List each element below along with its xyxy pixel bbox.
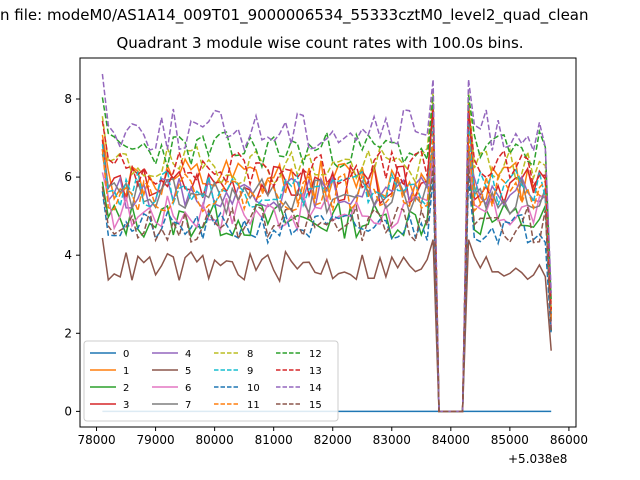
x-tick-label: 83000 (373, 433, 411, 447)
y-axis-ticks: 0 2 4 6 8 (64, 92, 80, 418)
x-axis-offset-label: +5.038e8 (508, 452, 568, 466)
x-tick-label: 79000 (136, 433, 174, 447)
x-tick-label: 84000 (432, 433, 470, 447)
legend-label-10: 10 (247, 383, 260, 394)
series-line-14 (101, 73, 552, 413)
legend-label-8: 8 (247, 349, 253, 360)
series-line-6 (101, 161, 552, 413)
series-line-15 (101, 165, 552, 413)
legend-label-5: 5 (185, 366, 191, 377)
x-tick-label: 85000 (491, 433, 529, 447)
y-tick-label: 2 (64, 326, 72, 340)
legend-box (83, 340, 339, 422)
x-tick-label: 81000 (255, 433, 293, 447)
legend-label-4: 4 (185, 349, 191, 360)
x-axis-ticks: 78000 79000 80000 81000 82000 83000 84000 85000… (77, 427, 588, 447)
x-tick-label: 80000 (196, 433, 234, 447)
series-line-7 (101, 145, 552, 413)
y-tick-label: 6 (64, 170, 72, 184)
legend-label-2: 2 (123, 383, 129, 394)
legend-label-15: 15 (309, 400, 322, 411)
x-tick-label: 86000 (550, 433, 588, 447)
chart-title: Quadrant 3 module wise count rates with … (116, 34, 524, 52)
legend-label-3: 3 (123, 400, 129, 411)
series-line-13 (101, 110, 552, 413)
legend-label-11: 11 (247, 400, 260, 411)
legend-label-0: 0 (123, 349, 129, 360)
series-lines (101, 73, 552, 413)
series-line-2 (101, 153, 552, 413)
legend-label-6: 6 (185, 383, 191, 394)
legend-label-14: 14 (309, 383, 322, 394)
y-tick-label: 4 (64, 248, 72, 262)
x-tick-label: 78000 (77, 433, 115, 447)
y-tick-label: 0 (64, 404, 72, 418)
x-tick-label: 82000 (314, 433, 352, 447)
series-line-5 (101, 237, 552, 413)
legend-label-13: 13 (309, 366, 322, 377)
series-line-9 (101, 122, 552, 413)
series-line-4 (101, 148, 552, 413)
axes-frame (79, 57, 577, 428)
y-tick-label: 8 (64, 92, 72, 106)
legend-label-1: 1 (123, 366, 129, 377)
legend-label-9: 9 (247, 366, 253, 377)
legend-label-12: 12 (309, 349, 322, 360)
figure-suptitle: n file: modeM0/AS1A14_009T01_9000006534_… (0, 6, 589, 24)
legend-label-7: 7 (185, 400, 191, 411)
series-line-11 (101, 134, 552, 413)
series-line-12 (101, 94, 552, 413)
